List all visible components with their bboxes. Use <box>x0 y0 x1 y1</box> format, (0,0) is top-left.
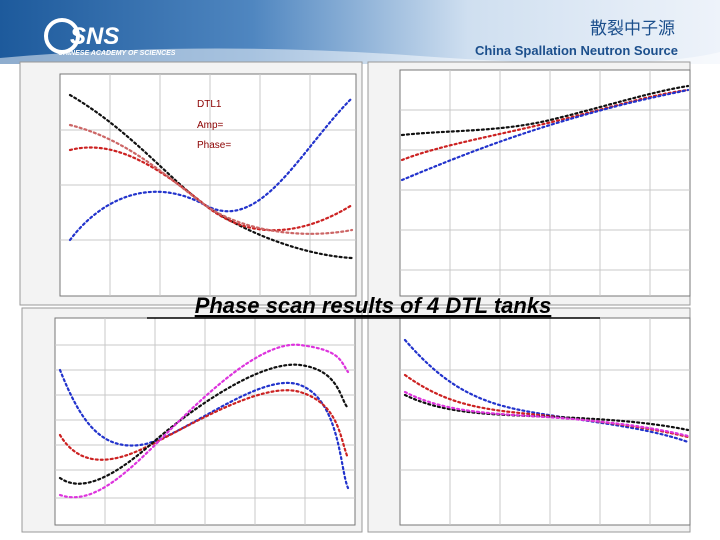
title-en: China Spallation Neutron Source <box>475 43 678 58</box>
header-wave <box>0 48 720 64</box>
panel-top-right <box>367 61 691 306</box>
annotation: DTL1 <box>197 99 222 110</box>
annotation: Amp= <box>197 120 224 131</box>
logo-ring <box>44 18 80 54</box>
caption: Phase scan results of 4 DTL tanks <box>195 293 552 318</box>
logo: SNS <box>70 23 119 50</box>
panel-bottom-right <box>367 307 691 533</box>
annotation: Phase= <box>197 140 231 151</box>
panel-top-left: DTL1 Amp= Phase= <box>19 61 363 306</box>
logo-sub: CHINESE ACADEMY OF SCIENCES <box>58 50 176 57</box>
panel-bottom-left <box>21 307 363 533</box>
title-cn: 散裂中子源 <box>590 19 675 38</box>
